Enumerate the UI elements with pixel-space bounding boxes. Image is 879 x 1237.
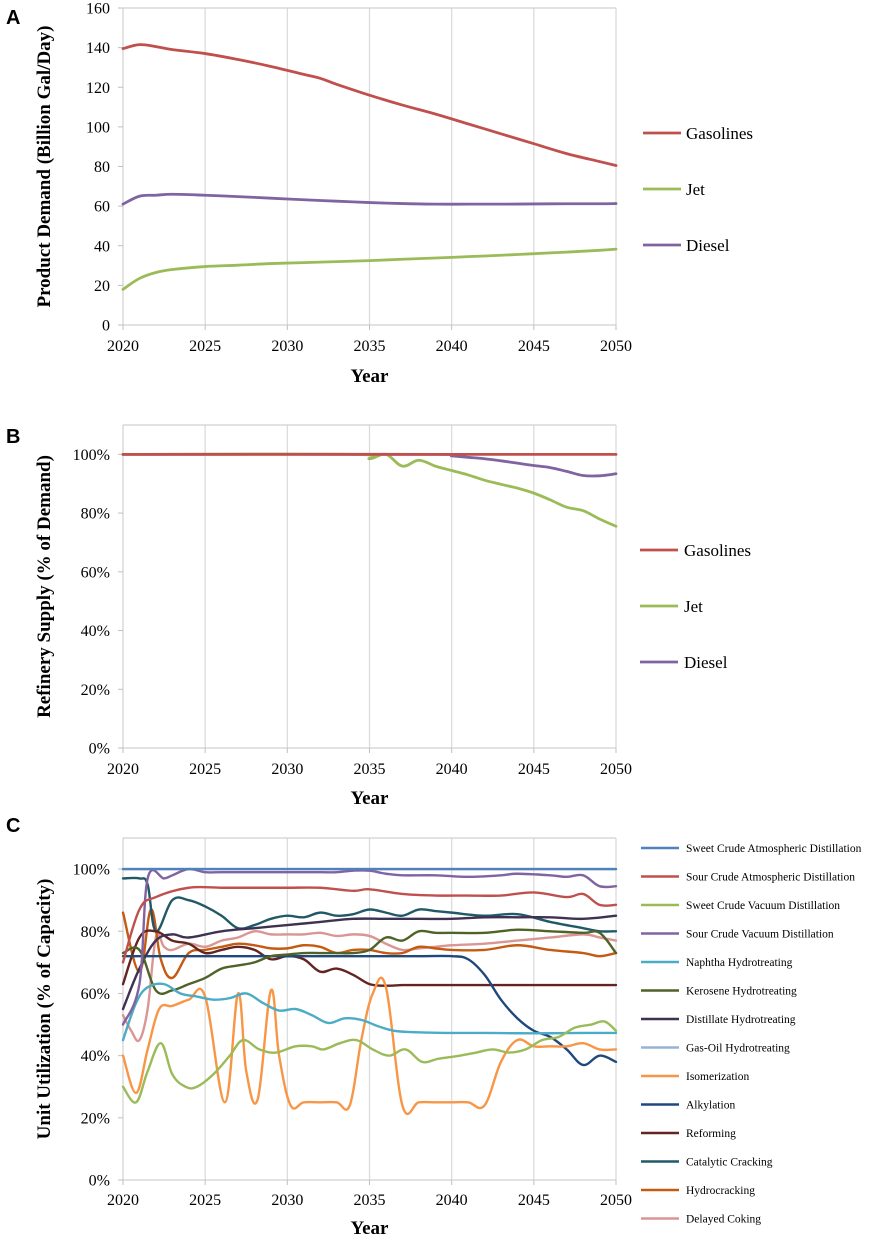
x-tick-label: 2035 (354, 761, 386, 778)
x-tick-label: 2025 (189, 1192, 221, 1209)
legend-label: Jet (686, 180, 705, 199)
legend-label: Diesel (684, 653, 728, 672)
x-tick-label: 2030 (271, 761, 303, 778)
y-tick-label: 20% (81, 1110, 110, 1127)
y-tick-label: 140 (86, 40, 110, 57)
legend-label: Naphtha Hydrotreating (686, 957, 793, 969)
y-tick-label: 40% (81, 1048, 110, 1065)
series-line-jet (121, 452, 618, 528)
x-tick-label: 2020 (107, 1192, 139, 1209)
y-tick-label: 60% (81, 564, 110, 581)
panel-label: A (6, 7, 20, 29)
series-line-reforming (121, 929, 618, 987)
x-axis-label: Year (351, 366, 390, 387)
legend-label: Sweet Crude Vacuum Distillation (686, 900, 840, 912)
series-line-diesel (121, 192, 618, 206)
legend-label: Gasolines (686, 124, 753, 143)
legend-label: Diesel (686, 236, 730, 255)
legend-label: Reforming (686, 1128, 736, 1140)
panel-label: C (6, 815, 20, 837)
series-line-sweet-crude-vacuum-distillation (121, 1020, 618, 1104)
series-line-gasolines (121, 43, 618, 167)
y-tick-label: 100 (86, 119, 110, 136)
x-axis-label: Year (351, 1218, 390, 1237)
series-line-catalytic-cracking (121, 876, 618, 933)
series-line-naphtha-hydrotreating (121, 982, 618, 1042)
y-tick-label: 80 (94, 159, 110, 176)
legend-label: Sweet Crude Atmospheric Distillation (686, 843, 862, 855)
x-tick-label: 2045 (518, 761, 550, 778)
y-tick-label: 80% (81, 506, 110, 523)
y-tick-label: 40 (94, 238, 110, 255)
y-tick-label: 100% (73, 447, 110, 464)
x-tick-label: 2040 (436, 338, 468, 355)
legend-label: Gas-Oil Hydrotreating (686, 1043, 790, 1055)
y-tick-label: 100% (73, 862, 110, 879)
legend-label: Catalytic Cracking (686, 1157, 773, 1169)
series-line-hydrocracking (121, 908, 618, 980)
chart-panel-b: B 2020 2025 2030 2035 2040 2045 2050 0% 20% 40% 60%… (6, 424, 751, 809)
y-axis-label: Unit Utilization (% of Capacity) (34, 879, 55, 1140)
series-lines (121, 43, 618, 291)
series-line-distillate-hydrotreating (121, 914, 618, 1011)
x-tick-label: 2045 (518, 1192, 550, 1209)
y-tick-label: 40% (81, 623, 110, 640)
y-tick-label: 80% (81, 924, 110, 941)
x-tick-label: 2030 (271, 1192, 303, 1209)
x-tick-label: 2050 (600, 338, 632, 355)
x-tick-label: 2040 (436, 1192, 468, 1209)
x-tick-label: 2050 (600, 1192, 632, 1209)
legend-label: Distillate Hydrotreating (686, 1014, 796, 1026)
series-line-sour-crude-atmospheric-distillation (121, 885, 618, 964)
series-line-isomerization (121, 976, 618, 1115)
y-tick-label: 60% (81, 986, 110, 1003)
x-tick-label: 2020 (107, 761, 139, 778)
series-line-alkylation (121, 954, 618, 1067)
y-tick-label: 20% (81, 682, 110, 699)
legend-label: Delayed Coking (686, 1214, 761, 1226)
x-tick-label: 2020 (107, 338, 139, 355)
legend-label: Kerosene Hydrotreating (686, 986, 797, 998)
y-axis-label: Product Demand (Billion Gal/Day) (34, 25, 55, 307)
y-tick-label: 0% (89, 741, 110, 758)
series-line-kerosene-hydrotreating (121, 928, 618, 996)
series-line-sour-crude-vacuum-distillation (121, 867, 618, 1026)
legend: Sweet Crude Atmospheric Distillation Sour… (641, 843, 862, 1226)
y-axis-label: Refinery Supply (% of Demand) (34, 455, 55, 718)
x-tick-label: 2045 (518, 338, 550, 355)
panel-label: B (6, 426, 20, 448)
y-tick-label: 0% (89, 1173, 110, 1190)
legend-label: Jet (684, 597, 703, 616)
y-tick-label: 60 (94, 199, 110, 216)
legend-label: Sour Crude Atmospheric Distillation (686, 872, 855, 884)
y-tick-label: 0 (102, 318, 110, 335)
legend-label: Hydrocracking (686, 1185, 755, 1197)
legend-label: Gasolines (684, 541, 751, 560)
legend-label: Sour Crude Vacuum Distillation (686, 929, 834, 941)
x-tick-label: 2050 (600, 761, 632, 778)
series-lines (121, 867, 618, 1115)
legend-label: Isomerization (686, 1071, 749, 1083)
legend: Gasolines Jet Diesel (640, 541, 751, 672)
legend-label: Alkylation (686, 1100, 735, 1112)
y-tick-label: 20 (94, 278, 110, 295)
series-lines (121, 452, 618, 528)
legend: Gasolines Jet Diesel (643, 124, 753, 255)
series-line-jet (121, 247, 618, 291)
x-tick-label: 2035 (354, 338, 386, 355)
series-line-delayed-coking (121, 930, 618, 1043)
x-tick-label: 2025 (189, 761, 221, 778)
y-tick-label: 160 (86, 1, 110, 18)
chart-panel-c: C 2020 2025 2030 2035 2040 2045 2050 0% 20% 40% 60%… (6, 815, 862, 1237)
x-tick-label: 2040 (436, 761, 468, 778)
y-tick-label: 120 (86, 80, 110, 97)
x-tick-label: 2025 (189, 338, 221, 355)
x-tick-label: 2035 (354, 1192, 386, 1209)
x-axis-label: Year (351, 788, 390, 809)
x-tick-label: 2030 (271, 338, 303, 355)
